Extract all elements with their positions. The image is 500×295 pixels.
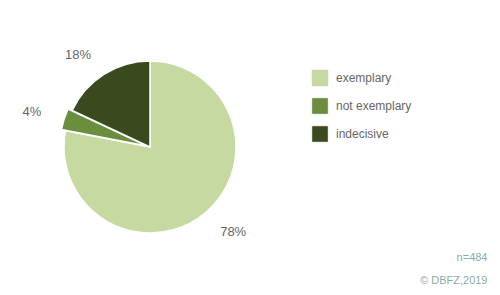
slice: [64, 61, 236, 233]
slice: [72, 61, 150, 147]
data-label: 78%: [220, 224, 246, 239]
legend-label: not exemplary: [336, 99, 411, 113]
legend-swatch: [312, 126, 328, 142]
legend: exemplary not exemplary indecisive: [312, 70, 411, 142]
chart: 78% 4% 18% exemplary not exemplary indecisive…: [0, 0, 500, 295]
annotation: © DBFZ,2019: [420, 274, 487, 286]
legend-swatch: [312, 70, 328, 86]
annotation: n=484: [457, 251, 488, 263]
slices: [61, 61, 236, 233]
data-label: 18%: [65, 47, 91, 62]
legend-swatch: [312, 98, 328, 114]
legend-label: exemplary: [336, 71, 391, 85]
data-labels: 78% 4% 18%: [22, 47, 246, 240]
legend-label: indecisive: [336, 127, 389, 141]
data-label: 4%: [22, 104, 41, 119]
annotations: n=484 © DBFZ,2019: [420, 251, 487, 287]
